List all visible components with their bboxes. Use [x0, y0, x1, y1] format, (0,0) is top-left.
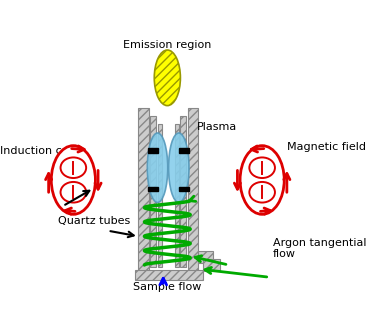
- Bar: [203, 259, 220, 271]
- Text: Plasma: Plasma: [197, 122, 237, 132]
- Ellipse shape: [250, 182, 275, 202]
- Bar: [150, 116, 156, 267]
- Ellipse shape: [61, 158, 86, 178]
- Bar: [148, 148, 158, 153]
- Text: Emission region: Emission region: [123, 40, 212, 50]
- Text: Quartz tubes: Quartz tubes: [58, 216, 130, 226]
- Text: Magnetic field: Magnetic field: [287, 142, 367, 152]
- Bar: [175, 125, 179, 267]
- Bar: [179, 148, 188, 153]
- Bar: [148, 186, 158, 191]
- Bar: [198, 251, 213, 262]
- Bar: [138, 108, 149, 271]
- Ellipse shape: [169, 133, 189, 202]
- Ellipse shape: [154, 50, 180, 106]
- Text: Sample flow: Sample flow: [133, 282, 202, 292]
- Ellipse shape: [240, 146, 284, 214]
- Bar: [158, 125, 162, 267]
- Text: Argon tangential
flow: Argon tangential flow: [273, 238, 366, 259]
- Ellipse shape: [250, 158, 275, 178]
- Ellipse shape: [147, 133, 168, 202]
- Bar: [179, 186, 188, 191]
- Ellipse shape: [61, 182, 86, 202]
- Bar: [180, 116, 186, 267]
- Bar: [135, 270, 203, 280]
- Text: Induction coils: Induction coils: [0, 147, 81, 157]
- Bar: [188, 108, 198, 271]
- Ellipse shape: [51, 146, 95, 214]
